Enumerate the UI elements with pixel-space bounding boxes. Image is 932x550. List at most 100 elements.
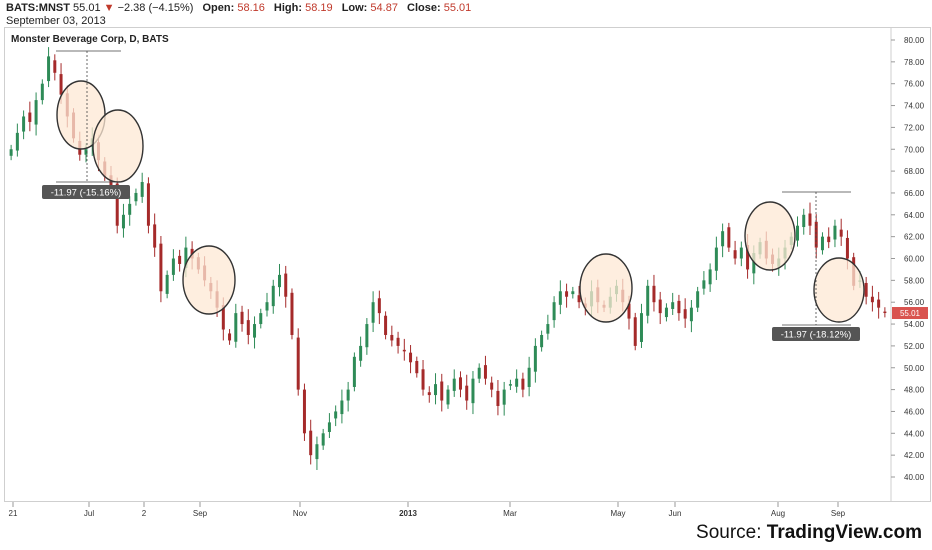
candle-body (727, 227, 731, 248)
candle-body (384, 315, 388, 335)
measure-label: -11.97 (-18.12%) (781, 330, 852, 341)
low-label: Low: (341, 2, 368, 14)
candle-body (302, 389, 306, 434)
last-price-tag-label: 55.01 (900, 309, 921, 318)
y-tick-label: 40.00 (904, 473, 925, 482)
open-label: Open: (202, 2, 235, 14)
highlight-circle (579, 253, 633, 323)
candle-body (527, 367, 531, 387)
candle-body (646, 285, 650, 316)
high-label: High: (273, 2, 303, 14)
y-tick-label: 70.00 (904, 145, 925, 154)
candle-body (627, 303, 631, 319)
candle-body (84, 149, 88, 155)
y-tick-label: 72.00 (904, 123, 925, 132)
x-tick-label: 2013 (399, 509, 417, 518)
y-tick-label: 46.00 (904, 407, 925, 416)
candle-body (746, 244, 750, 270)
candle-body (28, 112, 32, 122)
x-tick-label: Jun (669, 509, 682, 518)
y-tick-label: 64.00 (904, 211, 925, 220)
candle-body (877, 299, 881, 308)
candle-body (346, 389, 350, 401)
candle-body (833, 225, 837, 240)
candle-body (571, 291, 575, 295)
price-change: −2.38 (−4.15%) (117, 2, 194, 14)
y-tick-label: 50.00 (904, 364, 925, 373)
last-price-tag-box (892, 307, 928, 320)
candle-body (502, 389, 506, 405)
candle-body (321, 433, 325, 446)
highlight-circle (813, 257, 865, 323)
chart-header: BATS:MNST 55.01 ▼ −2.38 (−4.15%) Open: 5… (6, 2, 471, 27)
x-tick-label: 21 (9, 509, 18, 518)
candle-body (165, 274, 169, 294)
y-tick-label: 62.00 (904, 233, 925, 242)
candle-body (471, 378, 475, 404)
candle-body (9, 149, 13, 156)
candle-body (327, 422, 331, 432)
x-tick-label: Jul (84, 509, 94, 518)
candle-body (658, 299, 662, 314)
candle-body (477, 367, 481, 379)
candle-body (221, 305, 225, 330)
close-label: Close: (407, 2, 441, 14)
candle-body (870, 296, 874, 303)
low-value: 54.87 (370, 2, 398, 14)
measure-annotations: -11.97 (-15.16%) -11.97 (-18.12%) (42, 50, 860, 341)
candle-body (552, 302, 556, 321)
candle-body (714, 247, 718, 271)
candle-body (708, 269, 712, 285)
y-tick-label: 44.00 (904, 429, 925, 438)
candle-body (802, 214, 806, 228)
candle-body (633, 317, 637, 346)
candle-body (752, 253, 756, 274)
chart-title: Monster Beverage Corp, D, BATS (11, 34, 169, 45)
y-tick-label: 66.00 (904, 189, 925, 198)
candle-body (533, 345, 537, 372)
candle-body (277, 274, 281, 288)
candle-body (134, 192, 138, 202)
candle-body (40, 83, 44, 101)
candle-body (864, 282, 868, 297)
highlight-circles (56, 80, 865, 323)
price-chart[interactable]: Monster Beverage Corp, D, BATS 40.00 42.0… (0, 0, 932, 520)
candle-body (315, 444, 319, 460)
candle-body (702, 280, 706, 289)
candle-body (839, 229, 843, 237)
candle-body (271, 285, 275, 307)
candle-body (577, 295, 581, 303)
candle-body (359, 345, 363, 361)
candle-body (683, 309, 687, 319)
source-credit: Source: TradingView.com (696, 522, 922, 544)
candle-body (171, 258, 175, 275)
candle-body (240, 311, 244, 325)
candle-body (639, 313, 643, 342)
candle-body (184, 247, 188, 268)
candle-body (540, 334, 544, 348)
candle-body (814, 221, 818, 248)
y-tick-label: 42.00 (904, 451, 925, 460)
candle-body (434, 384, 438, 396)
candle-body (652, 285, 656, 303)
candle-body (146, 183, 150, 226)
candle-body (521, 378, 525, 390)
candle-body (827, 236, 831, 243)
candle-body (440, 381, 444, 401)
candle-body (415, 360, 419, 374)
candle-body (47, 56, 51, 82)
source-prefix: Source: (696, 522, 767, 543)
candle-body (465, 385, 469, 401)
candle-body (15, 132, 19, 151)
candle-body (446, 389, 450, 405)
last-price: 55.01 (73, 2, 101, 14)
y-tick-label: 54.00 (904, 320, 925, 329)
candle-body (733, 250, 737, 259)
candle-body (721, 231, 725, 247)
candle-body (34, 100, 38, 125)
candle-body (402, 349, 406, 352)
x-axis: 21 Jul 2 Sep Nov 2013 Mar May Jun Aug Sep (9, 502, 846, 518)
candle-body (390, 334, 394, 341)
candle-body (309, 430, 313, 456)
candle-body (664, 307, 668, 318)
